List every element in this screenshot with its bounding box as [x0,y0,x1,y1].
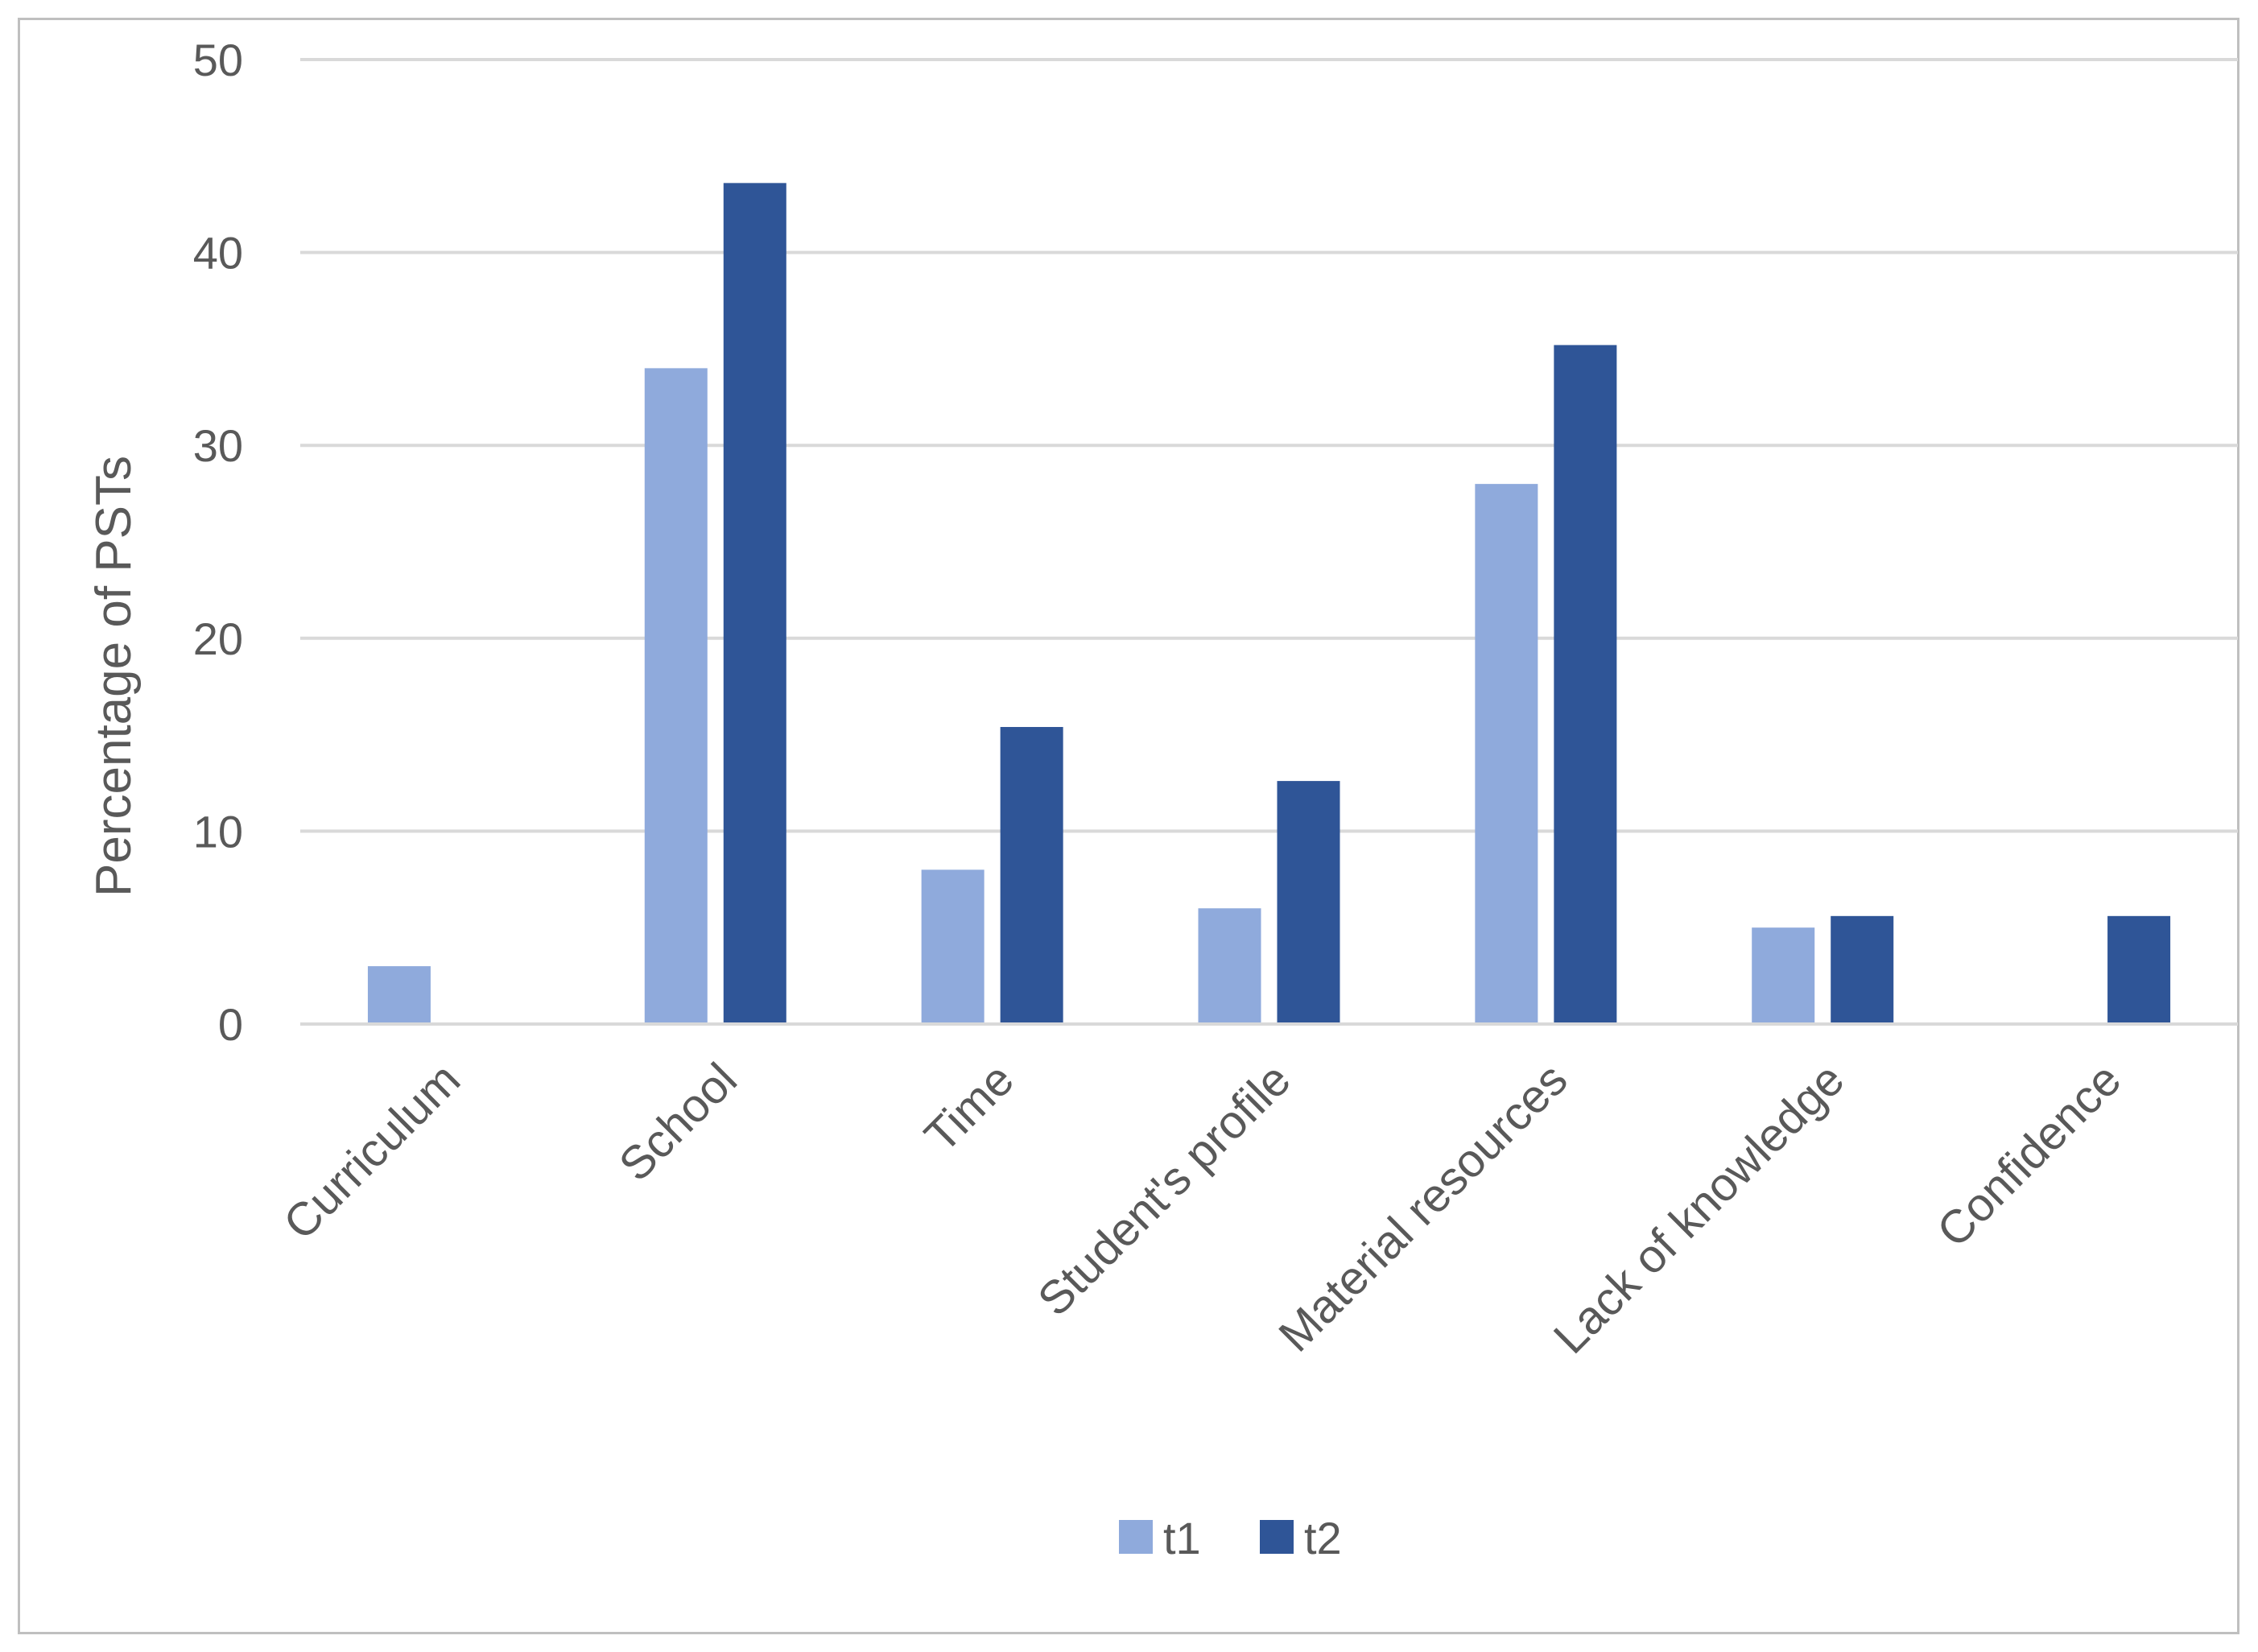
y-tick-label: 20 [193,613,243,664]
bar-t2-confidence [2107,915,2171,1024]
x-category-label: Lack of knowledge [1544,1053,1855,1364]
bar-t2-time [1000,727,1063,1024]
legend-label-t2: t2 [1304,1513,1342,1563]
y-tick-label: 0 [218,999,243,1050]
bars [367,183,2171,1024]
x-axis-categories: Curriculum School Time Student's profileMat… [274,1053,2131,1364]
y-tick-label: 30 [193,420,243,471]
bar-t1-school [644,368,708,1024]
y-axis-label: Percentage of PSTs [86,456,142,897]
legend-swatch-t2 [1260,1520,1294,1554]
bar-t1-lack-of-knowledge [1752,927,1815,1024]
y-tick-label: 40 [193,228,243,279]
x-category-label: Time [914,1053,1024,1163]
bar-t2-lack-of-knowledge [1831,915,1894,1024]
bar-t2-material-resources [1554,345,1617,1024]
bar-t1-time [921,869,985,1024]
y-tick-label: 50 [193,35,243,85]
bar-t1-curriculum [367,966,431,1024]
y-axis-ticks: 0 10 20 30 40 50 [193,35,243,1050]
bar-t1-student-s-profile [1198,908,1261,1024]
bar-t2-school [723,183,786,1024]
x-category-label: Curriculum [274,1053,470,1249]
x-category-label: Material resources [1269,1053,1577,1361]
bar-t1-material-resources [1475,484,1538,1024]
x-category-label: Confidence [1927,1053,2131,1257]
legend-swatch-t1 [1119,1520,1153,1554]
gridlines [300,58,2238,833]
x-category-label: Student's profile [1028,1053,1301,1326]
y-tick-label: 10 [193,806,243,857]
legend: t1 t2 [1119,1513,1342,1563]
legend-label-t1: t1 [1163,1513,1201,1563]
chart-frame [18,18,2239,1634]
x-category-label: School [609,1053,747,1191]
bar-t2-student-s-profile [1277,781,1340,1024]
